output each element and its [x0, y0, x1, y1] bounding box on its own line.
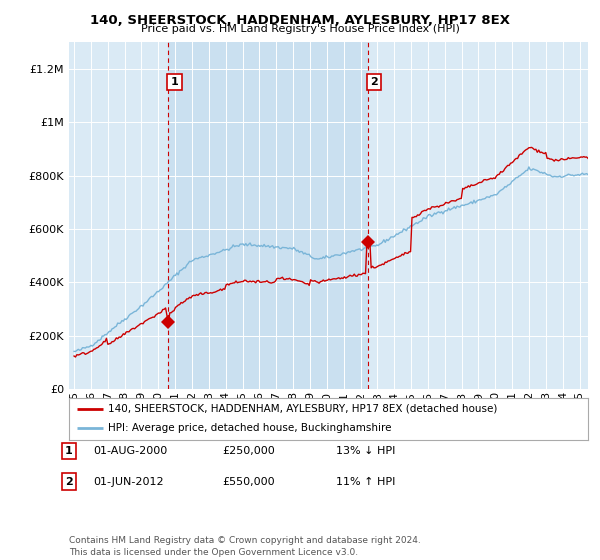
Bar — [168, 42, 368, 389]
Text: 11% ↑ HPI: 11% ↑ HPI — [336, 477, 395, 487]
Text: Price paid vs. HM Land Registry's House Price Index (HPI): Price paid vs. HM Land Registry's House … — [140, 24, 460, 34]
Text: 2: 2 — [65, 477, 73, 487]
Text: 2: 2 — [370, 77, 378, 87]
Text: Contains HM Land Registry data © Crown copyright and database right 2024.
This d: Contains HM Land Registry data © Crown c… — [69, 536, 421, 557]
Text: HPI: Average price, detached house, Buckinghamshire: HPI: Average price, detached house, Buck… — [108, 423, 391, 433]
Text: 1: 1 — [170, 77, 178, 87]
Text: £250,000: £250,000 — [222, 446, 275, 456]
Text: 140, SHEERSTOCK, HADDENHAM, AYLESBURY, HP17 8EX (detached house): 140, SHEERSTOCK, HADDENHAM, AYLESBURY, H… — [108, 404, 497, 414]
Text: 01-AUG-2000: 01-AUG-2000 — [93, 446, 167, 456]
Text: £550,000: £550,000 — [222, 477, 275, 487]
Text: 01-JUN-2012: 01-JUN-2012 — [93, 477, 164, 487]
Text: 13% ↓ HPI: 13% ↓ HPI — [336, 446, 395, 456]
Text: 140, SHEERSTOCK, HADDENHAM, AYLESBURY, HP17 8EX: 140, SHEERSTOCK, HADDENHAM, AYLESBURY, H… — [90, 14, 510, 27]
Text: 1: 1 — [65, 446, 73, 456]
